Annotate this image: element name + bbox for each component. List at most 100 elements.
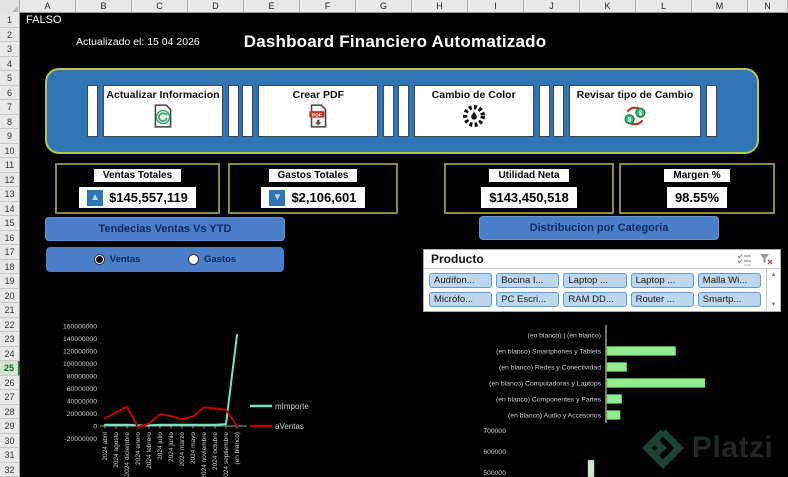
row-header-18[interactable]: 18 <box>0 259 20 274</box>
refresh-document-icon <box>150 103 176 129</box>
row-header-16[interactable]: 16 <box>0 230 20 245</box>
row-header-15[interactable]: 15 <box>0 216 20 231</box>
slicer-item-router[interactable]: Router ... <box>630 292 694 307</box>
svg-text:100000000: 100000000 <box>63 361 97 368</box>
radio-gastos-icon[interactable] <box>187 254 199 265</box>
scroll-down-icon[interactable]: ▼ <box>770 302 777 308</box>
kpi-label: Margen % <box>664 169 730 182</box>
row-header-31[interactable]: 31 <box>0 448 20 463</box>
svg-text:600000: 600000 <box>483 449 506 456</box>
toolbar-strip <box>397 85 409 137</box>
row-header-10[interactable]: 10 <box>0 143 20 158</box>
revisar-tipo-de-cambio-button[interactable]: Revisar tipo de Cambio $ $ <box>568 85 701 137</box>
column-header-n[interactable]: N <box>748 0 788 13</box>
slicer-item-ram-dd[interactable]: RAM DD... <box>563 292 627 307</box>
row-header-26[interactable]: 26 <box>0 375 20 390</box>
svg-text:2024 junio: 2024 junio <box>168 432 175 462</box>
column-header-c[interactable]: C <box>132 0 188 13</box>
actualizar-informacion-button[interactable]: Actualizar Informacion <box>103 85 223 137</box>
slicer-item-bocina-i[interactable]: Bocina I... <box>496 273 560 288</box>
row-header-3[interactable]: 3 <box>0 42 20 57</box>
slicer-item-laptop[interactable]: Laptop ... <box>630 273 694 288</box>
column-header-m[interactable]: M <box>692 0 748 13</box>
radio-ventas-icon[interactable] <box>93 254 105 265</box>
svg-text:2024 abril: 2024 abril <box>102 431 109 460</box>
column-header-f[interactable]: F <box>300 0 356 13</box>
row-header-13[interactable]: 13 <box>0 187 20 202</box>
column-header-g[interactable]: G <box>356 0 412 13</box>
svg-text:2024 enero: 2024 enero <box>135 432 142 465</box>
row-header-22[interactable]: 22 <box>0 317 20 332</box>
radio-option-gastos[interactable]: Gastos <box>187 254 236 265</box>
column-header-b[interactable]: B <box>76 0 132 13</box>
row-header-24[interactable]: 24 <box>0 346 20 361</box>
kpi-value: 98.55% <box>674 190 720 205</box>
row-header-1[interactable]: 1 <box>0 13 20 28</box>
kpi-value: $143,450,518 <box>489 190 569 205</box>
kpi-value: $2,106,601 <box>291 190 357 205</box>
crear-pdf-button[interactable]: Crear PDF PDF <box>258 85 379 137</box>
svg-text:2024 diciembre: 2024 diciembre <box>124 432 131 477</box>
row-header-27[interactable]: 27 <box>0 390 20 405</box>
row-header-14[interactable]: 14 <box>0 201 20 216</box>
column-header-d[interactable]: D <box>188 0 244 13</box>
series-toggle-bar: Ventas Gastos <box>46 247 284 272</box>
slicer-item-pc-escri[interactable]: PC Escri... <box>496 292 560 307</box>
column-header-h[interactable]: H <box>412 0 468 13</box>
row-header-30[interactable]: 30 <box>0 433 20 448</box>
scroll-up-icon[interactable]: ▲ <box>770 272 777 278</box>
clear-filter-icon[interactable] <box>758 253 773 266</box>
svg-text:120000000: 120000000 <box>63 348 97 355</box>
row-header-4[interactable]: 4 <box>0 56 20 71</box>
platzi-logo-icon <box>642 429 684 469</box>
row-header-7[interactable]: 7 <box>0 100 20 115</box>
multi-select-icon[interactable] <box>737 253 752 266</box>
svg-text:(en blanco) Audio y Accesorios: (en blanco) Audio y Accesorios <box>508 413 602 420</box>
distribucion-categoria-button[interactable]: Distribucion por Categoria <box>479 216 719 240</box>
slicer-scrollbar[interactable]: ▲ ▼ <box>766 269 780 311</box>
row-header-28[interactable]: 28 <box>0 404 20 419</box>
row-header-32[interactable]: 32 <box>0 462 20 477</box>
svg-text:(en blanco): (en blanco) <box>234 432 241 465</box>
column-header-i[interactable]: I <box>468 0 524 13</box>
row-header-29[interactable]: 29 <box>0 419 20 434</box>
select-all-corner[interactable] <box>0 0 20 13</box>
tendencias-ventas-button[interactable]: Tendecias Ventas Vs YTD <box>45 217 285 241</box>
row-header-6[interactable]: 6 <box>0 85 20 100</box>
row-header-20[interactable]: 20 <box>0 288 20 303</box>
row-header-25[interactable]: 25 <box>0 361 20 376</box>
trend-down-icon: ▼ <box>269 189 286 206</box>
row-header-11[interactable]: 11 <box>0 158 20 173</box>
column-header-k[interactable]: K <box>580 0 636 13</box>
kpi-value-box: ▲ $145,557,119 <box>79 187 196 208</box>
dashboard-canvas: FALSO Actualizado el: 15 04 2026 Dashboa… <box>20 13 788 477</box>
column-header-j[interactable]: J <box>524 0 580 13</box>
slicer-body: Audífon... Bocina I... Laptop ... Laptop ..… <box>424 269 780 311</box>
row-header-21[interactable]: 21 <box>0 303 20 318</box>
kpi-card-utilidad-neta: Utilidad Neta $143,450,518 <box>444 163 614 214</box>
row-header-8[interactable]: 8 <box>0 114 20 129</box>
kpi-value-box: $143,450,518 <box>481 187 577 208</box>
toolbar-button-label: Revisar tipo de Cambio <box>576 89 694 101</box>
slicer-item-malla-wi[interactable]: Malla Wi... <box>697 273 761 288</box>
svg-text:2024 julio: 2024 julio <box>157 432 164 460</box>
svg-text:160000000: 160000000 <box>63 323 97 330</box>
row-header-2[interactable]: 2 <box>0 27 20 42</box>
row-header-23[interactable]: 23 <box>0 332 20 347</box>
row-header-12[interactable]: 12 <box>0 172 20 187</box>
radio-option-ventas[interactable]: Ventas <box>93 254 140 265</box>
row-header-9[interactable]: 9 <box>0 129 20 144</box>
row-header-17[interactable]: 17 <box>0 245 20 260</box>
slicer-item-laptop[interactable]: Laptop ... <box>563 273 627 288</box>
slicer-item-micr-fo[interactable]: Micrófo... <box>429 292 493 307</box>
row-header-5[interactable]: 5 <box>0 71 20 86</box>
column-header-a[interactable]: A <box>20 0 76 13</box>
slicer-item-smartp[interactable]: Smartp... <box>697 292 761 307</box>
column-header-e[interactable]: E <box>244 0 300 13</box>
column-header-l[interactable]: L <box>636 0 692 13</box>
row-header-19[interactable]: 19 <box>0 274 20 289</box>
kpi-value-box: 98.55% <box>666 187 728 208</box>
slicer-item-aud-fon[interactable]: Audífon... <box>429 273 493 288</box>
cambio-de-color-button[interactable]: Cambio de Color <box>413 85 534 137</box>
toolbar-group-crear-pdf: Crear PDF PDF <box>242 85 395 137</box>
